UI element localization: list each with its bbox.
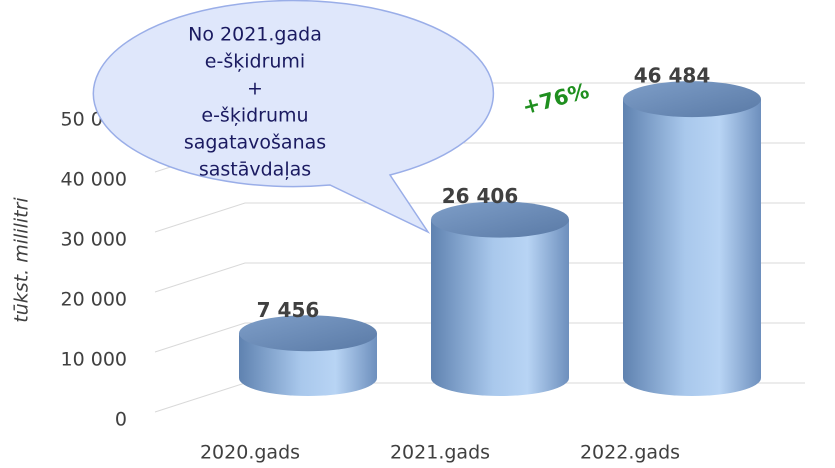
bar-top [239, 315, 377, 352]
cylinder [623, 81, 761, 396]
callout-line: e-šķidrumi [205, 51, 305, 73]
y-tick-label: 40 000 [61, 169, 127, 191]
grid-line [154, 262, 805, 293]
grid-line [154, 202, 805, 233]
value-label: 26 406 [442, 184, 519, 208]
y-tick-label: 20 000 [61, 289, 127, 311]
annotation: +76% [520, 79, 592, 120]
value-label: 46 484 [634, 64, 711, 88]
cylinder [239, 315, 377, 396]
callout-line: e-šķidrumu [201, 105, 308, 127]
bar [431, 219, 569, 396]
grid-line [154, 322, 805, 353]
callout-line: No 2021.gada [188, 24, 322, 46]
bar [239, 333, 377, 396]
y-tick-label: 30 000 [61, 229, 127, 251]
bar-top [431, 201, 569, 238]
cylinder [431, 201, 569, 396]
x-tick-label: 2021.gads [390, 442, 490, 464]
callout: No 2021.gada e-šķidrumi + e-šķidrumu sagatav… [92, 0, 495, 234]
callout-line: + [247, 78, 263, 100]
bar-top [623, 81, 761, 118]
y-tick-label: 0 [115, 409, 127, 431]
x-tick-label: 2022.gads [580, 442, 680, 464]
y-tick-label: 10 000 [61, 349, 127, 371]
callout-line: sastāvdaļas [199, 159, 311, 181]
callout-line: sagatavošanas [184, 132, 326, 154]
value-label: 7 456 [257, 298, 320, 322]
callout-bubble [92, 0, 495, 234]
y-axis-label: tūkst. mililitri [11, 197, 33, 323]
bar [623, 99, 761, 396]
x-tick-label: 2020.gads [200, 442, 300, 464]
